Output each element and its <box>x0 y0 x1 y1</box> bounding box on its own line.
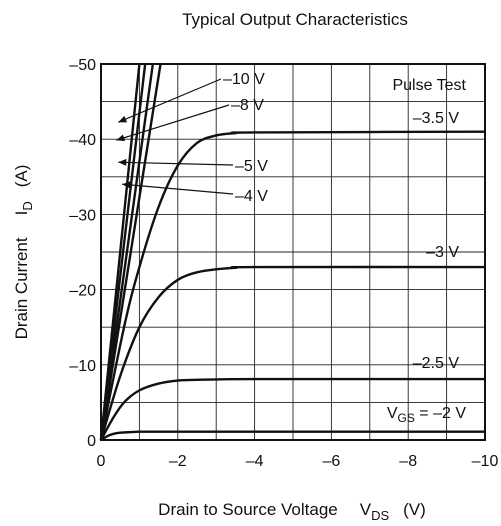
series-leaders <box>116 78 234 195</box>
series-line <box>99 63 155 441</box>
series-label-prefix-subscript: GS <box>398 411 415 425</box>
series-label: –4 V <box>235 188 268 205</box>
x-axis-symbol-subscript: DS <box>371 508 389 523</box>
series-line <box>99 63 141 441</box>
grid <box>101 64 485 440</box>
chart-title: Typical Output Characteristics <box>182 10 408 29</box>
series-leader-line <box>118 78 222 123</box>
series-label: VGS = –2 V <box>387 405 466 425</box>
x-axis-label: Drain to Source Voltage VDS (V) <box>158 500 426 523</box>
series-leader-line <box>122 183 234 195</box>
series-line <box>99 130 486 441</box>
x-axis-title: Drain to Source Voltage <box>158 500 338 519</box>
y-tick-label: –40 <box>69 132 96 149</box>
series-leader-arrowhead <box>122 181 131 189</box>
series-label-prefix: V <box>387 405 398 422</box>
y-tick-label: –20 <box>69 283 96 300</box>
x-tick-label: –10 <box>472 453 499 470</box>
x-axis-symbol: V <box>360 500 372 519</box>
y-tick-label: –50 <box>69 57 96 74</box>
series-line <box>99 63 162 441</box>
series-curves <box>99 63 486 442</box>
x-tick-label: 0 <box>97 453 106 470</box>
series-leader-arrowhead <box>118 115 128 123</box>
pulse-test-annotation: Pulse Test <box>392 77 466 94</box>
series-line <box>99 377 486 441</box>
series-leader-arrowhead <box>118 158 127 166</box>
series-label: –5 V <box>235 158 268 175</box>
series-leader-arrowhead <box>116 134 126 142</box>
plot-frame <box>100 63 486 441</box>
y-tick-labels: 0 –10 –20 –30 –40 –50 <box>69 57 96 450</box>
y-axis-symbol: I <box>12 211 31 216</box>
series-label-equals: = <box>415 405 433 422</box>
x-tick-label: –8 <box>399 453 417 470</box>
series-label-value: –2 V <box>433 405 466 422</box>
y-axis-label: Drain Current ID (A) <box>12 165 35 340</box>
y-tick-label: –30 <box>69 207 96 224</box>
series-line <box>100 430 485 442</box>
y-tick-label: –10 <box>69 358 96 375</box>
series-label: –10 V <box>223 71 265 88</box>
x-tick-labels: 0 –2 –4 –6 –8 –10 <box>97 453 499 470</box>
y-axis-symbol-subscript: D <box>20 201 35 210</box>
y-axis-unit: (A) <box>12 165 31 188</box>
x-tick-label: –6 <box>323 453 341 470</box>
series-leader-line <box>116 104 230 141</box>
series-labels: VGS = –2 V –2.5 V –3 V –3.5 V –4 V –5 V –8 V –1… <box>223 71 466 425</box>
series-label: –3.5 V <box>413 110 460 127</box>
series-label: –3 V <box>426 244 459 261</box>
series-label: –2.5 V <box>413 355 460 372</box>
x-tick-label: –2 <box>169 453 187 470</box>
x-axis-unit: (V) <box>403 500 426 519</box>
y-tick-label: 0 <box>87 433 96 450</box>
series-line <box>99 265 486 441</box>
series-label: –8 V <box>231 97 264 114</box>
x-tick-label: –4 <box>246 453 264 470</box>
series-leader-line <box>118 161 234 166</box>
y-axis-title: Drain Current <box>12 237 31 339</box>
